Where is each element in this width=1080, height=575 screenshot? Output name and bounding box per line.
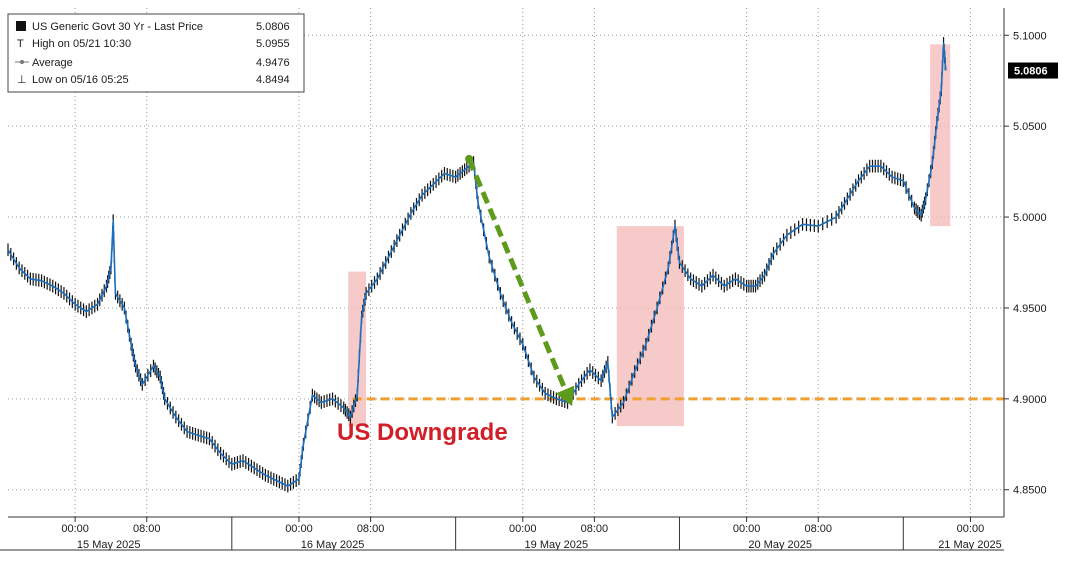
x-tick-label: 08:00 — [133, 523, 161, 535]
trend-arrow-shaft — [466, 157, 575, 408]
candle-icon — [16, 21, 26, 31]
y-tick-label: 4.9500 — [1013, 303, 1047, 315]
highlight-layer — [348, 44, 951, 427]
x-date-label: 16 May 2025 — [301, 539, 365, 551]
last-price-badge: 5.0806 — [1008, 62, 1058, 79]
y-tick-label: 5.0500 — [1013, 121, 1047, 133]
legend-low-label: Low on 05/16 05:25 — [32, 74, 129, 86]
legend-avg-label: Average — [32, 57, 73, 69]
arrow-layer — [465, 154, 575, 408]
trend-arrow-start — [465, 154, 474, 163]
y-tick-label: 5.0000 — [1013, 212, 1047, 224]
legend-avg-value: 4.9476 — [256, 57, 290, 69]
x-date-label: 19 May 2025 — [525, 539, 589, 551]
x-tick-label: 08:00 — [357, 523, 385, 535]
x-tick-label: 00:00 — [957, 523, 985, 535]
legend-low-value: 4.8494 — [256, 74, 290, 86]
series-layer — [7, 37, 947, 493]
grid-layer — [8, 8, 1004, 517]
x-tick-label: 00:00 — [285, 523, 313, 535]
highlight-box — [616, 226, 684, 427]
y-tick-label: 4.8500 — [1013, 485, 1047, 497]
us-downgrade-annotation: US Downgrade — [337, 419, 508, 446]
high-marker-icon: T — [17, 38, 24, 50]
average-dot-icon — [20, 60, 24, 64]
legend-box — [7, 13, 305, 93]
last-price-text: 5.0806 — [1014, 66, 1048, 78]
trend-arrow-head — [555, 385, 575, 407]
axis-layer: 4.8500 4.9000 4.9500 5.0000 5.0500 5.1000 00:0… — [0, 8, 1047, 551]
legend-high-label: High on 05/21 10:30 — [32, 38, 131, 50]
x-date-label: 21 May 2025 — [938, 539, 1002, 551]
legend-title-value: 5.0806 — [256, 21, 290, 33]
x-date-label: 15 May 2025 — [77, 539, 141, 551]
x-date-label: 20 May 2025 — [748, 539, 812, 551]
price-series-line — [7, 42, 947, 487]
x-tick-label: 00:00 — [509, 523, 537, 535]
x-tick-label: 00:00 — [61, 523, 89, 535]
highlight-box — [348, 271, 367, 427]
x-tick-label: 08:00 — [581, 523, 609, 535]
legend-high-value: 5.0955 — [256, 38, 290, 50]
highlight-box — [930, 44, 951, 227]
last-price-box — [1008, 62, 1058, 79]
y-tick-label: 5.1000 — [1013, 30, 1047, 42]
low-marker-icon: ⊥ — [17, 74, 27, 86]
legend: US Generic Govt 30 Yr - Last Price 5.080… — [7, 13, 305, 93]
x-tick-label: 08:00 — [804, 523, 832, 535]
y-tick-label: 4.9000 — [1013, 394, 1047, 406]
x-tick-label: 00:00 — [733, 523, 761, 535]
legend-title: US Generic Govt 30 Yr - Last Price — [32, 21, 203, 33]
